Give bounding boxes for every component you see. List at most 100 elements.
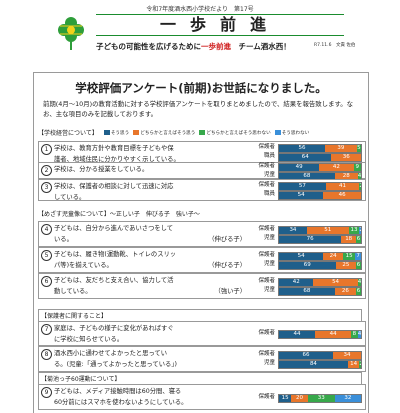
bar-segment: 13 <box>348 227 360 234</box>
question-line: 子どもは、自分から進んであいさつをして <box>54 225 174 232</box>
legend-item: そう思わない <box>274 130 309 136</box>
stacked-bar: 69 25 6 <box>278 261 362 270</box>
result-row: 児童84142 <box>249 360 363 369</box>
bar-segment: 18 <box>341 236 357 243</box>
survey-item: 5 子どもは、履き物(運動靴、トイレのスリッ パ等)を揃えている。 （伸びる子） 保護者… <box>38 247 366 273</box>
bar-segment: 49 <box>279 163 320 171</box>
bar-segment: 36 <box>331 154 361 161</box>
result-row: 保護者 66 34 <box>249 351 363 360</box>
bar-segment: 2 <box>359 361 361 368</box>
date-author: R7.11.6 文責 佐伯 <box>314 43 356 48</box>
bar-segment: 76 <box>279 236 342 243</box>
legend-item: どちらかと言えばそう思わない <box>199 130 271 136</box>
question-line: している。 <box>54 193 86 201</box>
stacked-bar: 49 42 9 <box>278 162 362 172</box>
question-text: 子どもは、メディア接触時間は60分間、寝る 60分前にはスマホを使わないようにして… <box>54 387 246 408</box>
respondent-label: 保護者 <box>258 182 275 188</box>
item-number: 5 <box>41 250 52 261</box>
bar-segment: 24 <box>323 253 343 260</box>
bar-segment: 32 <box>334 394 361 402</box>
item-number: 8 <box>41 349 52 360</box>
bar-segment: 39 <box>324 145 357 152</box>
bar-segment: 25 <box>335 262 357 269</box>
question-text: 学校は、保護者の相談に対して迅速に対応 している。 <box>54 182 246 203</box>
stacked-bar: 54 24 15 7 <box>278 252 362 261</box>
bar-segment: 42 <box>279 279 314 286</box>
bar-segment: 66 <box>279 352 334 359</box>
question-line: 子どもは、友だちと支え合い、協力して活 <box>54 277 174 284</box>
result-row: 児童 76 18 6 <box>249 235 363 244</box>
result-row: 職員 64 36 <box>249 153 363 162</box>
question-text: 子どもは、友だちと支え合い、協力して活動している。 （強い子） <box>54 276 246 297</box>
stacked-bar: 64 36 <box>278 153 362 162</box>
bar-segment: 4 <box>357 331 361 338</box>
respondent-label: 保護者 <box>258 252 275 258</box>
legend-item: そう思う <box>103 130 129 136</box>
result-row: 保護者57412 <box>249 182 363 191</box>
question-text: 学校は、分かる授業をしている。 <box>54 165 246 176</box>
question-text: 酒水西小に通わせてよかったと思ってい る。(児童:「通ってよかったと思っている」) <box>54 349 246 370</box>
section-heading: 【めざす児童像について】〜正しい子 伸びる子 強い子〜 <box>38 211 200 218</box>
bar-segment: 54 <box>279 192 324 199</box>
question-line: 学校は、保護者の相談に対して迅速に対応 <box>54 183 174 190</box>
stacked-bar: 57412 <box>278 182 362 191</box>
result-row: 児童 69 25 6 <box>249 261 363 270</box>
question-line: 酒水西小に通わせてよかったと思ってい <box>54 350 168 357</box>
item-number: 7 <box>41 324 52 335</box>
question-line: いる。 （伸びる子） <box>54 235 246 246</box>
stacked-bar: 15 20 33 32 <box>278 393 362 403</box>
bar-segment: 28 <box>334 172 358 180</box>
respondent-label: 保護者 <box>258 226 275 232</box>
bar-segment: 7 <box>355 253 361 260</box>
stacked-bar: 68 26 6 <box>278 287 362 296</box>
legend-item: どちらかと言えばそう思う <box>133 130 195 136</box>
target-trait: （強い子） <box>214 287 246 295</box>
question-text: 子どもは、自分から進んであいさつをしている。 （伸びる子） <box>54 224 246 245</box>
bar-segment: 84 <box>279 361 348 368</box>
tagline-team: チーム酒水西！ <box>238 42 291 51</box>
respondent-label: 児童 <box>263 360 275 366</box>
respondent-label: 保護者 <box>258 393 275 400</box>
bar-segment: 4 <box>357 279 361 286</box>
result-row: 保護者3451132 <box>249 226 363 235</box>
bar-segment: 9 <box>353 163 361 171</box>
question-line: 動している。 （強い子） <box>54 287 246 298</box>
stacked-bar: 84142 <box>278 360 362 369</box>
bar-segment: 42 <box>319 163 354 171</box>
stacked-bar: 54 46 <box>278 191 362 200</box>
result-row: 保護者 56 39 5 <box>249 144 363 153</box>
respondent-label: 保護者 <box>258 330 275 336</box>
survey-item: 9 子どもは、メディア接触時間は60分間、寝る 60分前にはスマホを使わないようにし… <box>38 384 366 410</box>
stacked-bar: 76 18 6 <box>278 235 362 244</box>
bar-segment: 64 <box>279 154 332 161</box>
stacked-bar: 42 54 4 <box>278 278 362 287</box>
question-text: 子どもは、履き物(運動靴、トイレのスリッ パ等)を揃えている。 （伸びる子） <box>54 250 246 271</box>
question-line: 子どもは、メディア接触時間は60分間、寝る <box>54 388 182 395</box>
bar-segment: 56 <box>279 145 325 152</box>
result-row: 保護者 54 24 15 7 <box>249 252 363 261</box>
issue-subline: 令和7年度酒水西小学校だより 第17号 <box>146 6 254 13</box>
question-line: に学校に知らせている。 <box>54 335 124 343</box>
result-row: 児童 68 28 4 <box>249 171 363 181</box>
bar-segment: 41 <box>325 183 360 190</box>
bar-segment: 54 <box>313 279 358 286</box>
title-band: 一歩前進 <box>96 14 344 36</box>
bar-segment: 54 <box>279 253 324 260</box>
question-line: 家庭は、子どもの様子に変化があればすぐ <box>54 325 174 332</box>
bar-segment: 5 <box>356 145 361 152</box>
target-trait: （伸びる子） <box>208 235 246 243</box>
bar-segment: 68 <box>279 288 335 295</box>
result-row: 保護者 42 54 4 <box>249 278 363 287</box>
bar-segment: 2 <box>359 183 361 190</box>
bar-segment: 2 <box>359 227 361 234</box>
bar-segment: 68 <box>279 172 335 180</box>
survey-legend: 【学校経営について】 そう思う どちらかと言えばそう思う どちらかと言えばそう思… <box>38 128 364 137</box>
question-text: 家庭は、子どもの様子に変化があればすぐ に学校に知らせている。 <box>54 324 246 345</box>
respondent-label: 児童 <box>263 171 275 178</box>
question-line: パ等)を揃えている。 （伸びる子） <box>54 261 246 272</box>
target-trait: （伸びる子） <box>208 261 246 269</box>
question-line: 60分前にはスマホを使わないようにしている。 <box>54 398 188 406</box>
result-row: 保護者 15 20 33 32 <box>249 393 363 403</box>
bar-segment: 69 <box>279 262 336 269</box>
bar-segment: 26 <box>334 288 357 295</box>
